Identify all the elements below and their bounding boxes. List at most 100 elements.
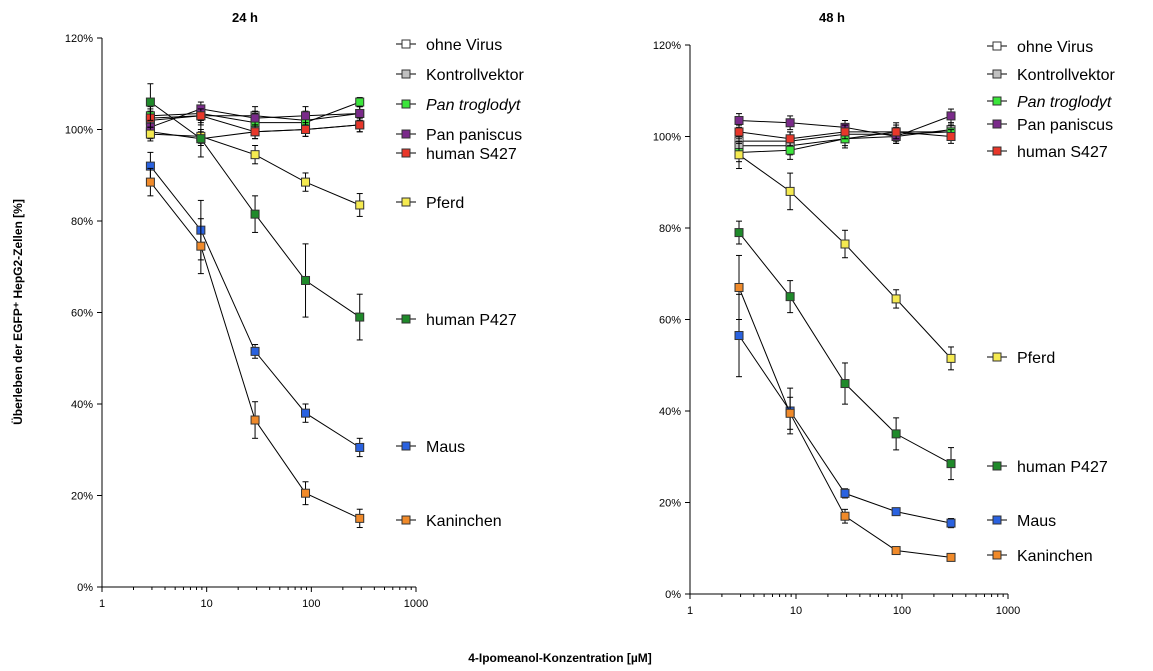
data-point [734,282,744,292]
legend-entry-ohne-virus: ohne Virus [396,37,502,54]
legend-label: Pan paniscus [426,127,522,144]
legend-entry-pferd: Pferd [987,350,1055,367]
legend-entry-pan-troglodyt: Pan troglodyt [987,94,1112,111]
data-point [145,97,155,107]
data-point [355,108,365,118]
legend-marker [992,96,1002,106]
legend-marker [401,515,411,525]
legend-entry-human-s427: human S427 [987,144,1108,161]
legend-entry-human-p427: human P427 [987,459,1108,476]
x-tick-label: 100 [893,605,911,617]
legend-label: human P427 [1017,459,1108,476]
legend-marker [992,352,1002,362]
legend-marker [401,197,411,207]
x-tick-label: 1 [99,598,105,610]
legend-marker [992,515,1002,525]
data-point [196,241,206,251]
legend-label: Kaninchen [1017,548,1093,565]
legend-entry-maus: Maus [396,439,465,456]
data-point [840,127,850,137]
data-point [196,134,206,144]
legend-label: Pferd [426,195,464,212]
chart-title: 24 h [232,10,258,25]
legend-label: Kaninchen [426,513,502,530]
legend-label: Maus [426,439,465,456]
legend-entry-maus: Maus [987,513,1056,530]
legend-label: human S427 [1017,144,1108,161]
data-point [250,346,260,356]
legend-marker [992,461,1002,471]
legend-label: Kontrollvektor [1017,67,1115,84]
x-tick-label: 10 [790,605,802,617]
legend-marker [401,314,411,324]
data-point [734,228,744,238]
data-point [891,429,901,439]
legend-entry-pan-paniscus: Pan paniscus [396,127,522,144]
legend-label: human P427 [426,312,517,329]
data-point [946,552,956,562]
y-tick-label: 80% [659,223,681,235]
legend-marker [401,69,411,79]
data-point [355,442,365,452]
data-point [891,294,901,304]
legend-marker [992,119,1002,129]
y-tick-label: 100% [653,132,681,144]
data-point [355,513,365,523]
data-point [301,177,311,187]
data-point [301,408,311,418]
legend-label: Pan troglodyt [426,97,521,114]
data-point [250,127,260,137]
y-tick-label: 120% [653,40,681,52]
y-tick-label: 0% [77,582,93,594]
data-point [785,186,795,196]
legend-label: Maus [1017,513,1056,530]
data-point [250,113,260,123]
y-tick-label: 100% [65,125,93,137]
series-maus [734,293,956,529]
series-kaninchen [734,254,956,562]
data-point [946,111,956,121]
data-point [840,488,850,498]
chart-title: 48 h [819,10,845,25]
data-point [891,507,901,517]
data-point [250,415,260,425]
y-tick-label: 60% [71,308,93,320]
data-point [301,125,311,134]
data-point [785,134,795,144]
series-human-p427 [734,220,956,481]
y-tick-label: 120% [65,33,93,45]
series-pferd [734,140,956,371]
x-tick-label: 10 [201,598,213,610]
legend-entry-pan-paniscus: Pan paniscus [987,117,1113,134]
data-point [301,275,311,285]
y-axis-title: Überleben der EGFP⁺ HepG2-Zellen [%] [10,199,25,425]
data-point [946,353,956,363]
data-point [891,127,901,137]
legend-entry-ohne-virus: ohne Virus [987,39,1093,56]
legend-entry-kontrollvektor: Kontrollvektor [987,67,1115,84]
legend-label: Pan troglodyt [1017,94,1112,111]
data-point [355,312,365,322]
data-point [250,209,260,219]
data-point [840,239,850,249]
data-point [301,488,311,498]
data-point [301,111,311,121]
data-point [946,459,956,469]
y-tick-label: 40% [659,406,681,418]
data-point [840,511,850,521]
data-point [734,150,744,160]
data-point [891,546,901,556]
legend-entry-pferd: Pferd [396,195,464,212]
data-point [250,150,260,160]
x-tick-label: 1000 [996,605,1020,617]
series-line [738,232,952,465]
legend-entry-kontrollvektor: Kontrollvektor [396,67,524,84]
legend-marker [992,41,1002,51]
legend-marker [401,148,411,158]
legend-marker [992,550,1002,560]
legend-marker [401,441,411,451]
y-tick-label: 0% [665,589,681,601]
legend-label: ohne Virus [1017,39,1093,56]
y-tick-label: 20% [71,491,93,503]
x-tick-label: 100 [302,598,320,610]
